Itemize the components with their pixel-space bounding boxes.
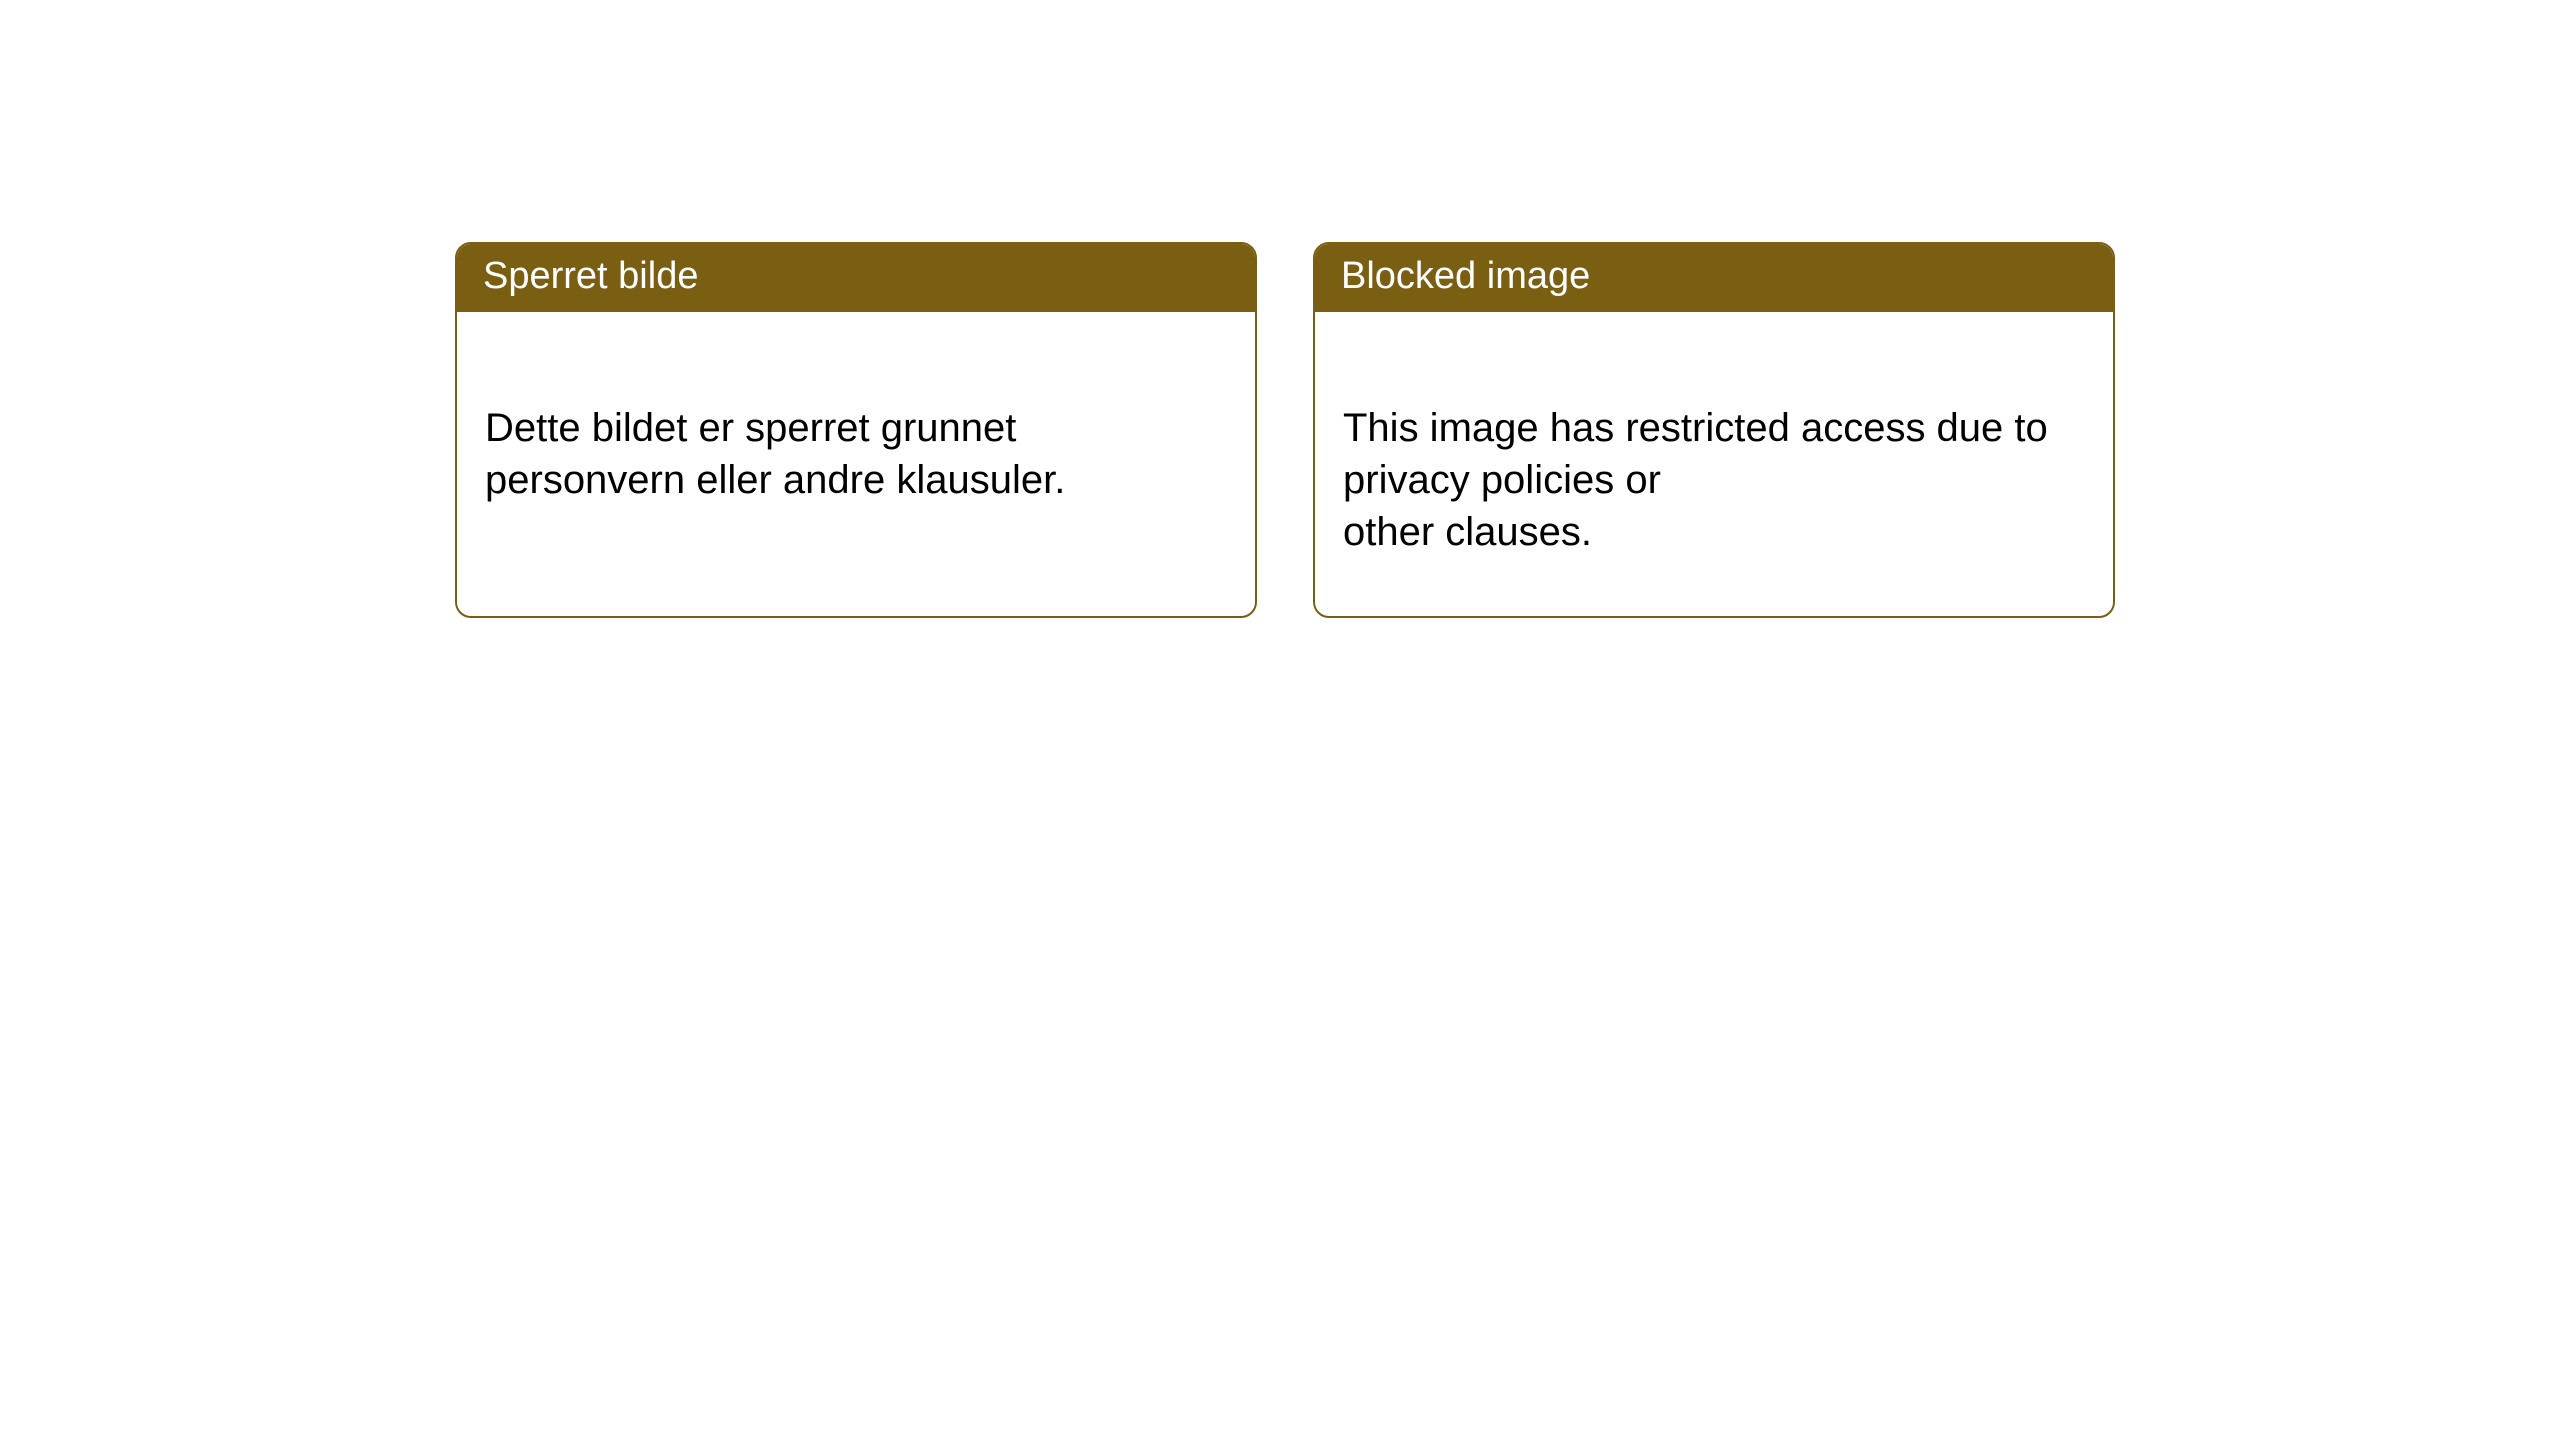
notice-container: Sperret bilde Dette bildet er sperret gr… (455, 242, 2115, 618)
notice-header: Blocked image (1315, 244, 2113, 312)
notice-body: This image has restricted access due to … (1315, 312, 2113, 616)
notice-body-text: Dette bildet er sperret grunnet personve… (485, 406, 1065, 502)
notice-title: Blocked image (1341, 255, 1590, 297)
notice-card-norwegian: Sperret bilde Dette bildet er sperret gr… (455, 242, 1257, 618)
notice-body: Dette bildet er sperret grunnet personve… (457, 312, 1255, 582)
notice-card-english: Blocked image This image has restricted … (1313, 242, 2115, 618)
notice-header: Sperret bilde (457, 244, 1255, 312)
notice-title: Sperret bilde (483, 255, 698, 297)
notice-body-text: This image has restricted access due to … (1343, 406, 2048, 554)
